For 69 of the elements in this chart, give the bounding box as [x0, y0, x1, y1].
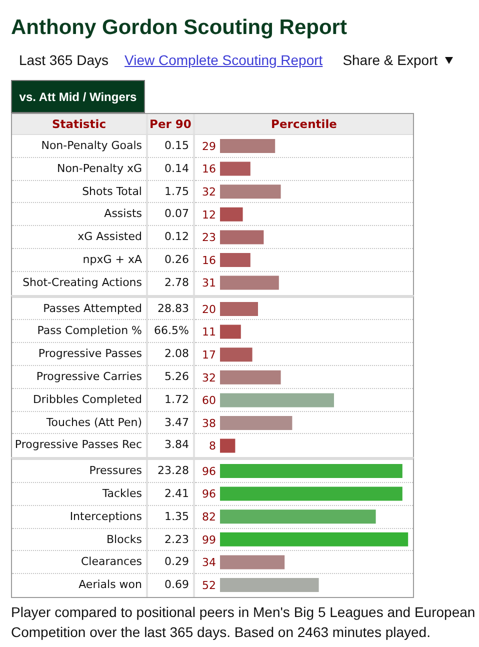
data-label: 82 — [202, 510, 216, 524]
y2-tick-label: 3.84 — [164, 437, 190, 454]
y2-tick-label: 28.83 — [148, 298, 193, 320]
data-label: 16 — [202, 254, 216, 267]
category-label: Progressive Passes — [38, 347, 142, 360]
y2-tick-label: 5.26 — [148, 366, 193, 389]
y2-tick-label: 1.75 — [148, 180, 193, 204]
data-label: 38 — [202, 416, 216, 430]
y2-tick-label: 1.72 — [148, 388, 193, 412]
data-label: 8 — [209, 439, 216, 452]
data-label: 96 — [202, 465, 216, 478]
text: View Complete Scouting Report — [124, 51, 323, 70]
text: Share & Export — [342, 51, 438, 70]
text: vs. Att Mid / Wingers — [11, 80, 145, 113]
category-label: Clearances — [80, 555, 142, 568]
data-label: 17 — [202, 348, 216, 362]
category-label: Tackles — [102, 486, 142, 500]
y-axis-title: Statistic — [50, 116, 108, 133]
category-label: Shot-Creating Actions — [22, 276, 142, 289]
y2-tick-label: 23.28 — [148, 460, 193, 483]
category-label: npxG + xA — [82, 252, 142, 266]
category-label: Pass Completion % — [37, 324, 142, 338]
category-label: Touches (Att Pen) — [46, 416, 142, 429]
data-label: 20 — [202, 302, 216, 316]
series-label: Percentile — [271, 117, 337, 131]
y2-tick-label: 66.5% — [148, 320, 193, 344]
y2-tick-label: 0.69 — [164, 577, 190, 594]
category-label: Passes Attempted — [43, 302, 142, 315]
data-label: 32 — [202, 370, 216, 384]
y2-tick-label: 0.15 — [148, 135, 193, 158]
category-label: Shots Total — [82, 184, 142, 198]
data-label: 60 — [202, 394, 216, 407]
category-label: Blocks — [106, 532, 142, 546]
y2-tick-label: 2.78 — [164, 274, 190, 291]
data-label: 99 — [202, 533, 216, 546]
chart-title: Anthony Gordon Scouting Report — [11, 15, 348, 41]
data-label: 96 — [202, 488, 216, 501]
y2-tick-label: 1.35 — [148, 506, 193, 529]
category-label: Progressive Passes Rec — [14, 438, 142, 452]
y2-tick-label: 0.29 — [148, 551, 193, 574]
text: Last 365 Days — [19, 51, 108, 70]
y2-tick-label: 2.08 — [148, 343, 193, 366]
category-label: Non-Penalty Goals — [41, 139, 142, 152]
category-label: Aerials won — [78, 578, 142, 592]
data-label: 11 — [202, 325, 216, 338]
category-label: Pressures — [89, 464, 142, 478]
data-label: 31 — [202, 276, 216, 290]
category-label: Interceptions — [70, 510, 142, 523]
text: Player compared to positional peers in Men's Big 5 Leagues and European Competition over the last 365 days. Based on 2463 minutes played. — [11, 602, 476, 642]
y2-tick-label: 3.47 — [148, 412, 193, 434]
data-label: 16 — [202, 162, 216, 176]
category-label: Dribbles Completed — [32, 392, 142, 406]
y2-tick-label: 2.23 — [148, 528, 193, 552]
y2-tick-label: 0.14 — [148, 158, 193, 181]
y2-tick-label: 0.12 — [148, 226, 193, 249]
data-label: 23 — [202, 231, 216, 244]
y2-tick-label: 0.07 — [148, 203, 193, 226]
y2-tick-label: 2.41 — [148, 482, 193, 506]
category-label: Progressive Carries — [36, 370, 142, 383]
y2-tick-label: 0.26 — [148, 248, 193, 272]
data-label: 52 — [202, 579, 216, 592]
category-label: Assists — [104, 207, 142, 220]
category-label: Non-Penalty xG — [56, 162, 142, 175]
category-label: xG Assisted — [78, 230, 142, 244]
data-label: 12 — [202, 208, 216, 222]
data-label: 32 — [202, 186, 216, 199]
data-label: 29 — [202, 140, 216, 153]
data-label: 34 — [202, 556, 216, 570]
y2-axis-title: Per 90 — [146, 114, 193, 134]
